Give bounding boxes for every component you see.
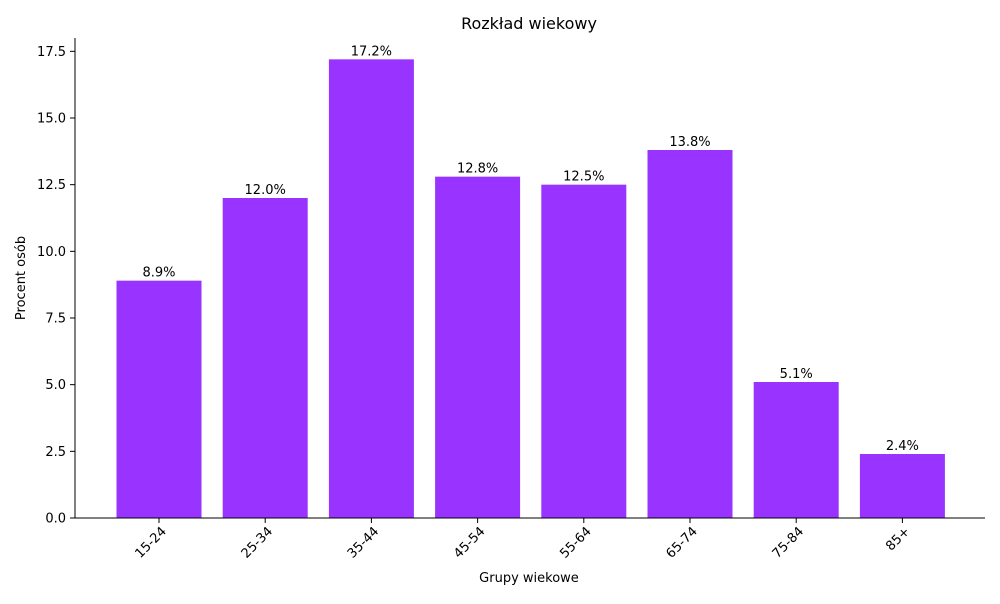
x-tick-label: 65-74 — [664, 524, 701, 561]
y-tick-label: 7.5 — [45, 312, 66, 327]
y-axis-label: Procent osób — [14, 236, 29, 320]
bar-65-74 — [647, 150, 733, 518]
x-tick-label: 15-24 — [133, 524, 170, 561]
y-tick-label: 5.0 — [45, 378, 66, 393]
bar-75-84 — [753, 382, 839, 518]
bar-45-54 — [435, 176, 521, 518]
x-tick-label: 45-54 — [451, 524, 488, 561]
x-axis-ticks: 15-24 25-34 35-44 45-54 55-64 65-74 75-84 85+ — [133, 518, 913, 562]
y-tick-label: 15.0 — [37, 112, 66, 127]
chart-title: Rozkład wiekowy — [461, 14, 597, 33]
data-label: 12.0% — [245, 183, 286, 198]
data-label: 5.1% — [780, 367, 813, 382]
x-tick-label: 35-44 — [345, 524, 382, 561]
x-tick-label: 75-84 — [770, 524, 807, 561]
x-tick-label: 55-64 — [557, 524, 594, 561]
data-label: 12.5% — [563, 170, 604, 185]
data-label: 17.2% — [351, 44, 392, 59]
bars-layer — [116, 59, 945, 518]
y-tick-label: 17.5 — [37, 45, 66, 60]
bar-35-44 — [328, 59, 414, 518]
y-tick-label: 0.0 — [45, 512, 66, 527]
x-tick-label: 25-34 — [239, 524, 276, 561]
data-label: 13.8% — [669, 135, 710, 150]
y-tick-label: 2.5 — [45, 445, 66, 460]
bar-15-24 — [116, 280, 202, 518]
data-label: 12.8% — [457, 162, 498, 177]
y-axis-ticks: 0.0 2.5 5.0 7.5 10.0 12.5 15.0 17.5 — [37, 45, 75, 527]
x-axis-label: Grupy wiekowe — [479, 571, 579, 586]
bar-55-64 — [541, 184, 627, 518]
data-label: 2.4% — [886, 439, 919, 454]
data-labels-layer: 8.9% 12.0% 17.2% 12.8% 12.5% 13.8% 5.1% 2.4% — [142, 44, 918, 454]
data-label: 8.9% — [142, 266, 175, 281]
x-tick-label: 85+ — [883, 524, 913, 554]
bar-85+ — [859, 454, 945, 518]
y-tick-label: 10.0 — [37, 245, 66, 260]
y-tick-label: 12.5 — [37, 178, 66, 193]
bar-25-34 — [222, 198, 308, 518]
